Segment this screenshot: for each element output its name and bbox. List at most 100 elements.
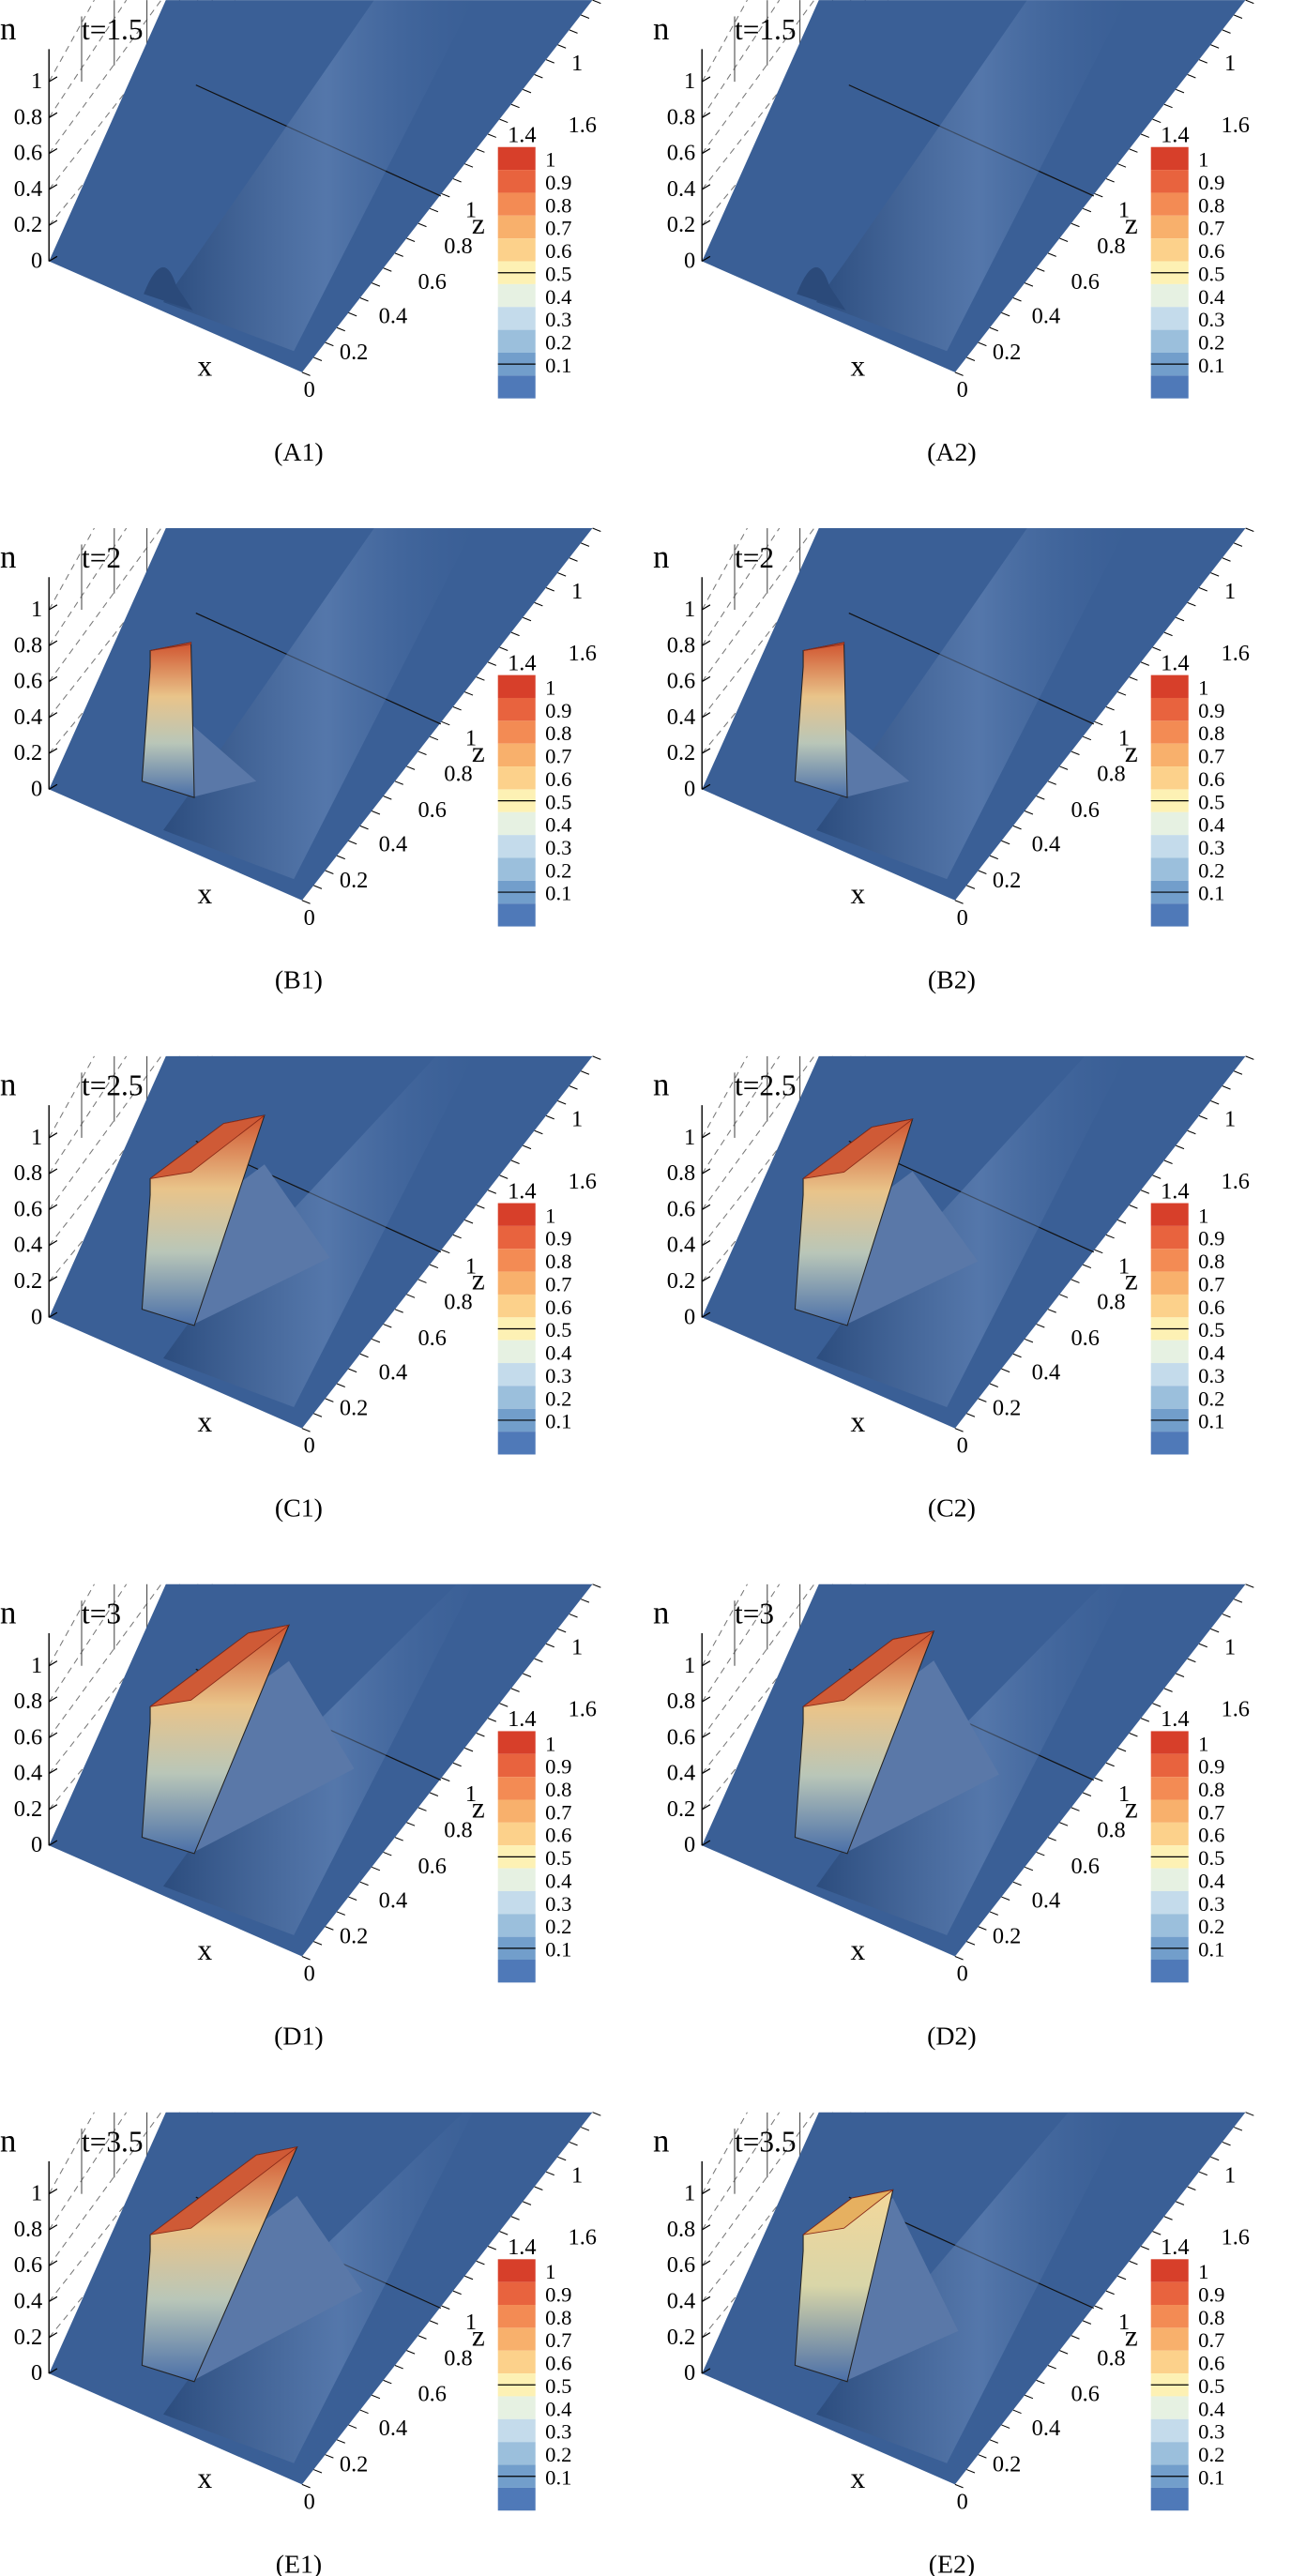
z-tick-label: 1 — [1224, 579, 1236, 604]
wake — [163, 1055, 474, 1408]
z-tick — [1117, 2275, 1127, 2281]
colorbar-label: 0.1 — [545, 882, 571, 905]
colorbar-swatch — [1150, 1777, 1189, 1800]
n-tick-label: 0.6 — [14, 1196, 42, 1221]
z-label: z — [472, 207, 485, 240]
colorbar-label: 1 — [1198, 1204, 1208, 1227]
x-label: x — [198, 1933, 213, 1966]
n-label: n — [0, 538, 16, 575]
z-tick-label: 0 — [304, 2490, 315, 2515]
back-grid — [48, 1583, 162, 1738]
back-grid — [48, 2112, 96, 2194]
n-tick — [48, 2188, 58, 2195]
z-tick — [359, 1881, 369, 1887]
z-tick — [978, 1398, 987, 1402]
n-tick-label: 0.2 — [14, 1796, 42, 1822]
z-label: z — [472, 2320, 485, 2353]
ridge-top — [802, 1630, 934, 1707]
colorbar-label: 0.3 — [545, 2420, 571, 2444]
colorbar-label: 0.2 — [545, 858, 571, 882]
colorbar-swatch — [1150, 146, 1189, 171]
z-tick-label: 0.6 — [418, 2382, 446, 2407]
panel-label: (A2) — [927, 438, 977, 467]
back-grid — [48, 528, 96, 611]
n-tick — [48, 1311, 58, 1318]
plot — [48, 1055, 593, 1429]
colorbar-swatch — [497, 1731, 536, 1754]
z-tick-label: 0.6 — [1071, 797, 1099, 823]
plot — [48, 1583, 593, 1957]
z-tick — [348, 311, 357, 317]
z-tick — [557, 44, 567, 49]
z-tick — [325, 2454, 334, 2459]
colorbar-label: 1.4 — [1161, 123, 1189, 148]
z-tick-label: 1.6 — [1222, 641, 1250, 666]
z-tick — [1025, 811, 1034, 815]
z-tick — [359, 297, 369, 302]
plot — [48, 0, 593, 372]
z-tick — [966, 1941, 976, 1946]
z-tick — [581, 2127, 590, 2131]
n-tick-label: 0.6 — [667, 669, 695, 694]
ridge-front — [794, 642, 848, 798]
colorbar-label: 1 — [545, 1732, 555, 1755]
z-tick — [1012, 1881, 1022, 1887]
z-tick — [1129, 148, 1138, 153]
colorbar-label: 0.3 — [545, 1892, 571, 1916]
back-grid — [701, 2112, 749, 2194]
z-tick — [581, 1070, 590, 1075]
z-tick — [1059, 237, 1069, 243]
z-tick-label: 1 — [571, 579, 583, 604]
z-tick — [1163, 631, 1173, 637]
panel-label: (D2) — [927, 2022, 977, 2051]
z-tick — [383, 796, 392, 800]
z-tick — [1222, 1085, 1231, 1090]
colorbar-swatch — [497, 2259, 536, 2282]
colorbar-swatch — [497, 1340, 536, 1364]
z-tick — [406, 2350, 416, 2355]
z-tick — [1059, 1294, 1069, 1298]
z-tick — [1094, 720, 1103, 726]
z-tick-label: 0.2 — [993, 2452, 1021, 2478]
colorbar-label: 0.1 — [545, 1410, 571, 1433]
colorbar-swatch — [497, 1890, 536, 1915]
z-tick-label: 0.6 — [1071, 1854, 1099, 1879]
wake — [816, 0, 1127, 352]
z-tick — [1222, 2141, 1231, 2146]
plot — [701, 1055, 1246, 1429]
z-tick — [441, 192, 450, 198]
colorbar-swatch — [1150, 1432, 1189, 1455]
z-tick — [476, 148, 485, 153]
back-grid — [701, 2112, 815, 2266]
n-tick — [48, 2332, 58, 2339]
colorbar-label: 0.6 — [1198, 1296, 1224, 1319]
n-tick-label: 0.4 — [14, 2289, 42, 2314]
back-grid — [48, 0, 96, 83]
z-tick — [487, 1190, 497, 1194]
colorbar-swatch — [497, 215, 536, 239]
colorbar-label: 0.5 — [1198, 790, 1224, 813]
z-tick — [406, 765, 416, 770]
colorbar-swatch — [1150, 215, 1189, 239]
n-tick — [48, 1240, 58, 1247]
z-tick — [372, 282, 381, 287]
n-tick — [701, 1132, 711, 1139]
z-tick — [499, 2231, 509, 2235]
colorbar-label: 1 — [1198, 1732, 1208, 1755]
z-tick — [1222, 29, 1231, 34]
n-tick — [48, 2224, 58, 2231]
colorbar-label: 0.7 — [545, 217, 571, 240]
z-tick-label: 1.6 — [569, 113, 597, 138]
colorbar-label: 0.4 — [545, 1341, 571, 1365]
z-tick — [1001, 840, 1010, 845]
z-tick-label: 1 — [1224, 1635, 1236, 1660]
z-tick — [406, 1294, 416, 1298]
colorbar-label: 1.4 — [1161, 1706, 1189, 1732]
colorbar-swatch — [1150, 1271, 1189, 1295]
n-label: n — [0, 1595, 16, 1631]
z-tick — [1105, 1762, 1115, 1767]
z-tick — [1176, 1144, 1185, 1150]
colorbar-label: 0.3 — [1198, 1892, 1224, 1916]
z-tick — [534, 73, 543, 79]
colorbar-swatch — [497, 903, 536, 927]
